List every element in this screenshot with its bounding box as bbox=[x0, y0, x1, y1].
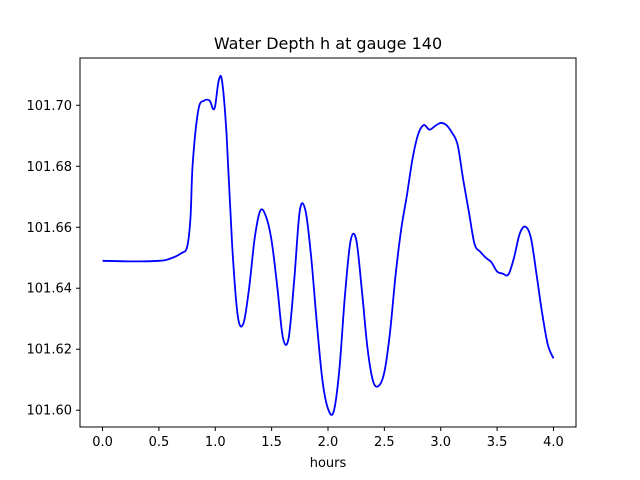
y-tick-label: 101.60 bbox=[27, 404, 73, 419]
x-tick-label: 4.0 bbox=[543, 435, 564, 450]
y-axis: 101.60 101.62 101.64 101.66 101.68 101.70 bbox=[27, 99, 80, 419]
y-tick-label: 101.68 bbox=[27, 160, 73, 175]
plot-area bbox=[79, 57, 577, 428]
y-tick-label: 101.70 bbox=[27, 99, 73, 114]
x-tick-label: 2.0 bbox=[318, 435, 339, 450]
x-tick-label: 2.5 bbox=[374, 435, 395, 450]
y-tick-label: 101.62 bbox=[27, 343, 73, 358]
plot-frame bbox=[79, 57, 577, 428]
y-tick-label: 101.64 bbox=[27, 282, 73, 297]
x-axis-label: hours bbox=[310, 456, 347, 471]
x-tick-label: 1.5 bbox=[261, 435, 282, 450]
series-line-water-depth bbox=[102, 74, 555, 416]
x-tick-label: 3.5 bbox=[487, 435, 508, 450]
x-tick-label: 0.0 bbox=[92, 435, 113, 450]
x-tick-label: 1.0 bbox=[205, 435, 226, 450]
chart-title: Water Depth h at gauge 140 bbox=[214, 34, 442, 53]
x-tick-label: 0.5 bbox=[149, 435, 170, 450]
y-tick-label: 101.66 bbox=[27, 221, 73, 236]
x-axis: 0.0 0.5 1.0 1.5 2.0 2.5 3.0 3.5 4.0 bbox=[92, 427, 564, 450]
x-tick-label: 3.0 bbox=[430, 435, 451, 450]
